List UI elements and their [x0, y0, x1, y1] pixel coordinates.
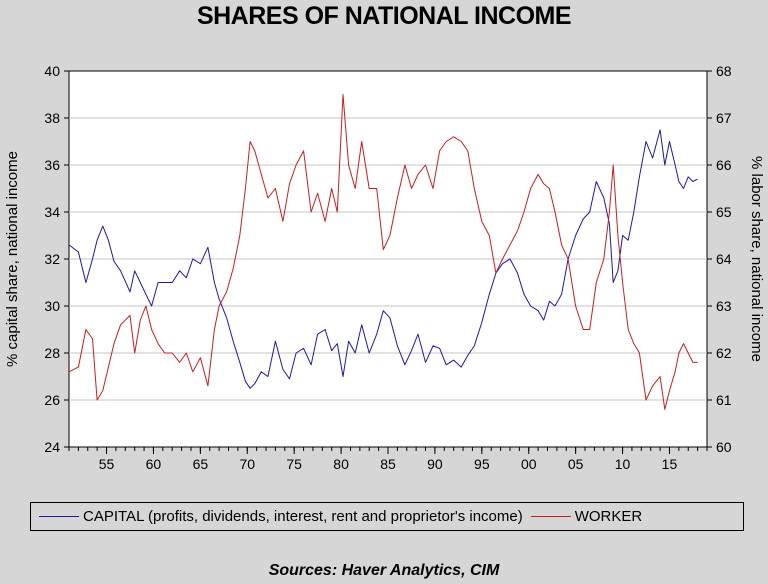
grid-lines	[69, 117, 707, 401]
x-tick-label: 05	[568, 456, 584, 472]
legend-item-worker: WORKER	[530, 508, 643, 525]
y-left-tick-label: 28	[44, 345, 60, 361]
legend-swatch-capital	[39, 516, 79, 517]
y-right-tick-label: 66	[716, 157, 732, 173]
y-left-tick-label: 34	[44, 204, 60, 220]
y-right-tick-label: 67	[716, 110, 732, 126]
x-tick-label: 15	[662, 456, 678, 472]
y-right-tick-label: 68	[716, 63, 732, 79]
x-tick-label: 75	[286, 456, 302, 472]
y-axis-right-title: % labor share, national income	[748, 156, 765, 362]
series-lines	[68, 94, 698, 410]
y-left-tick-label: 40	[44, 63, 60, 79]
y-left-tick-label: 36	[44, 157, 60, 173]
series-line-worker	[68, 94, 698, 410]
x-tick-label: 00	[521, 456, 537, 472]
y-axis-left-title: % capital share, national income	[4, 151, 21, 367]
y-left-tick-label: 24	[44, 439, 60, 455]
chart-title: SHARES OF NATIONAL INCOME	[196, 2, 572, 30]
y-left-tick-label: 38	[44, 110, 60, 126]
x-tick-label: 70	[239, 456, 255, 472]
source-note: Sources: Haver Analytics, CIM	[268, 562, 500, 579]
legend: CAPITAL (profits, dividends, interest, r…	[30, 502, 744, 531]
y-right-tick-label: 61	[716, 392, 732, 408]
y-right-tick-label: 60	[716, 439, 732, 455]
y-axis-left: 24 26 28 30 32 34 36 38 40	[44, 63, 69, 455]
y-right-tick-label: 63	[716, 298, 732, 314]
x-tick-label: 60	[146, 456, 162, 472]
legend-item-capital: CAPITAL (profits, dividends, interest, r…	[39, 508, 523, 525]
y-right-tick-label: 62	[716, 345, 732, 361]
y-right-tick-label: 64	[716, 251, 732, 267]
x-tick-label: 85	[380, 456, 396, 472]
x-tick-label: 10	[615, 456, 631, 472]
x-tick-label: 95	[474, 456, 490, 472]
y-left-tick-label: 30	[44, 298, 60, 314]
legend-swatch-worker	[530, 516, 571, 517]
legend-label-capital: CAPITAL (profits, dividends, interest, r…	[83, 508, 523, 525]
y-left-tick-label: 26	[44, 392, 60, 408]
y-left-tick-label: 32	[44, 251, 60, 267]
x-axis: 55 60 65 70 75 80 85 90 95 00 05 10 15	[68, 447, 708, 472]
y-axis-right: 60 61 62 63 64 65 66 67 68	[707, 63, 732, 455]
x-tick-label: 90	[427, 456, 443, 472]
series-line-capital	[68, 129, 698, 389]
x-tick-label: 65	[193, 456, 209, 472]
x-tick-label: 55	[99, 456, 115, 472]
x-tick-label: 80	[333, 456, 349, 472]
y-right-tick-label: 65	[716, 204, 732, 220]
legend-label-worker: WORKER	[574, 508, 643, 525]
